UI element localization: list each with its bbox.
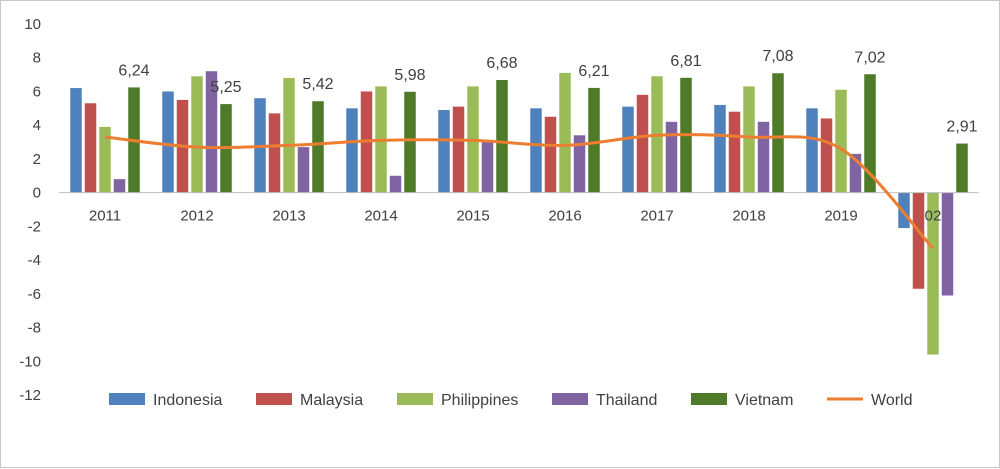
y-tick-label: 10 [24,16,41,33]
y-tick-label: 2 [33,151,41,168]
legend-swatch-thailand [552,393,588,405]
bar-philippines [283,77,295,193]
bar-malaysia [268,113,281,193]
category-label: 2019 [824,208,857,225]
data-label: 6,68 [486,55,517,72]
bar-malaysia [912,192,925,289]
legend-label-world: World [871,392,913,409]
data-label: 6,81 [670,53,701,70]
bar-malaysia [728,111,741,193]
data-label: 6,24 [118,62,149,79]
legend-swatch-malaysia [256,393,292,405]
bar-philippines [835,89,847,193]
bar-thailand [297,147,310,193]
data-label: 7,02 [854,49,885,66]
bar-malaysia [636,94,649,193]
category-label: 2014 [364,208,397,225]
bar-vietnam [772,73,784,193]
data-label: 6,21 [578,63,609,80]
category-label: 2015 [456,208,489,225]
bar-malaysia [452,106,465,193]
y-tick-label: 8 [33,50,41,67]
bar-philippines [743,86,755,193]
bar-indonesia [438,110,450,193]
bar-indonesia [806,108,818,193]
legend-label-vietnam: Vietnam [735,392,793,409]
bar-philippines [99,126,111,193]
bar-malaysia [820,118,833,193]
bar-vietnam [588,87,600,193]
y-tick-label: -8 [28,320,41,337]
bar-malaysia [544,116,557,193]
data-label: 2,91 [946,119,977,136]
category-label: 2011 [89,208,121,225]
bar-philippines [191,76,203,193]
y-tick-label: -10 [19,353,41,370]
bar-indonesia [346,108,358,193]
bar-indonesia [70,88,82,193]
y-tick-label: 6 [33,83,41,100]
bar-vietnam [404,91,416,193]
bar-thailand [205,71,218,193]
bar-philippines [927,192,939,355]
category-label: 2012 [180,208,213,225]
y-tick-label: -4 [28,252,41,269]
bar-indonesia [622,106,634,193]
bar-indonesia [162,91,174,193]
bar-indonesia [714,104,726,193]
legend-label-thailand: Thailand [596,392,657,409]
data-label: 5,98 [394,67,425,84]
bar-vietnam [864,74,876,193]
category-label: 2016 [548,208,581,225]
data-label: 7,08 [762,48,793,65]
data-label: 5,25 [210,79,241,96]
legend-swatch-vietnam [691,393,727,405]
bar-vietnam [956,143,968,193]
bar-thailand [573,135,586,193]
legend-label-philippines: Philippines [441,392,518,409]
y-tick-label: -12 [19,387,41,404]
legend-swatch-indonesia [109,393,145,405]
category-label: 2013 [272,208,305,225]
bar-thailand [481,140,494,193]
y-tick-label: -2 [28,218,41,235]
data-label: 5,42 [302,76,333,93]
bar-thailand [389,175,402,193]
bar-thailand [941,192,954,296]
legend-label-malaysia: Malaysia [300,392,363,409]
bar-indonesia [530,108,542,193]
line-world [104,133,935,250]
bar-indonesia [898,192,910,229]
bar-thailand [849,153,862,193]
bar-philippines [559,72,571,193]
bar-vietnam [312,101,324,193]
bar-thailand [665,121,678,193]
legend-label-indonesia: Indonesia [153,392,222,409]
bar-thailand [757,121,770,193]
category-label: 2018 [732,208,765,225]
y-tick-label: 4 [33,117,41,134]
bar-malaysia [84,103,97,193]
category-label: 02 [925,208,942,225]
y-tick-label: 0 [33,185,41,202]
category-label: 2017 [640,208,673,225]
bar-vietnam [496,79,508,193]
bar-thailand [113,179,126,193]
y-tick-label: -6 [28,286,41,303]
legend-swatch-philippines [397,393,433,405]
